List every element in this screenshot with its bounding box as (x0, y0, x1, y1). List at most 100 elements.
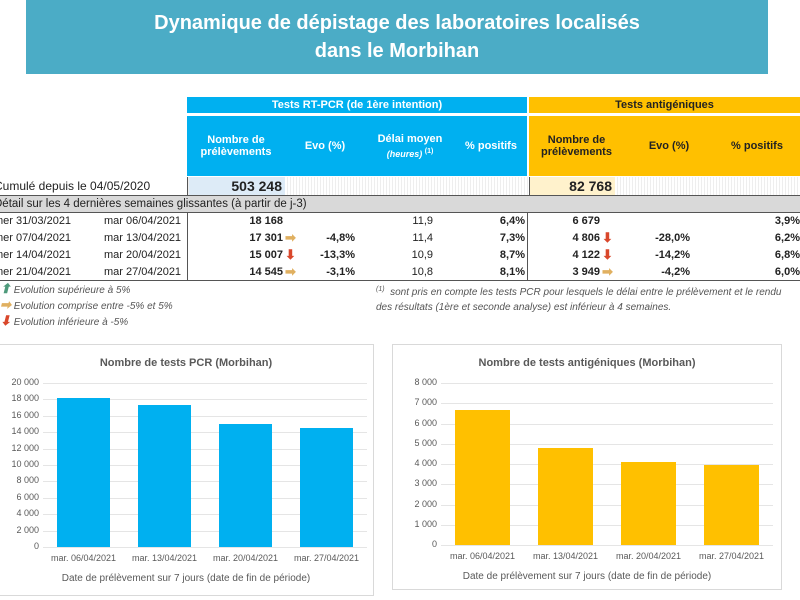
row-pcr-pos: 8,7% (499, 249, 525, 261)
page-title: Dynamique de dépistage des laboratoires … (26, 0, 768, 74)
legend-up: ⬆ Evolution supérieure à 5% (0, 281, 130, 297)
x-tick-label: mar. 06/04/2021 (449, 551, 516, 561)
y-tick-label: 2 000 (16, 524, 39, 535)
row-pcr-evo (285, 213, 355, 230)
gridline (441, 524, 773, 526)
row-ag-count: 6 679 (572, 215, 600, 227)
chart-title: Nombre de tests antigéniques (Morbihan) (478, 357, 696, 369)
x-tick-label: mar. 06/04/2021 (50, 553, 117, 563)
gridline (441, 383, 773, 384)
x-tick-label: mar. 27/04/2021 (293, 553, 360, 563)
delai-note: (1) (424, 148, 434, 155)
legend-flat-text: Evolution comprise entre -5% et 5% (13, 301, 173, 312)
ag-cumul: 82 768 (529, 177, 615, 195)
y-tick-label: 5 000 (414, 437, 437, 448)
y-tick-label: 0 (33, 541, 39, 551)
y-tick-label: 1 000 (414, 518, 437, 529)
row-ag-evo: -28,0% (655, 232, 690, 244)
row-delai: 10,9 (411, 249, 433, 261)
pcr-col-pos: % positifs (455, 116, 527, 176)
y-tick-label: 10 000 (11, 459, 39, 469)
y-tick-label: 4 000 (16, 508, 39, 519)
y-tick-label: 6 000 (414, 417, 437, 428)
x-tick-label: mar. 20/04/2021 (615, 551, 682, 561)
x-axis-label: Date de prélèvement sur 7 jours (date de… (462, 571, 712, 582)
row-end-date: mar 06/04/2021 (104, 215, 182, 227)
gridline (43, 547, 367, 548)
y-tick-label: 2 000 (414, 498, 437, 509)
y-tick-label: 3 000 (414, 478, 437, 489)
y-tick-label: 0 (431, 539, 437, 549)
row-delai: 10,8 (411, 266, 433, 278)
row-ag-evo: -14,2% (655, 249, 690, 261)
row-pcr-count: 17 301 (249, 232, 283, 244)
title-line-1: Dynamique de dépistage des laboratoires … (154, 12, 640, 34)
ag-col-evo: Evo (%) (624, 116, 714, 176)
row-ag-count: 4 806 (572, 232, 600, 244)
bar (218, 423, 273, 547)
arrow-down-icon: ⬇ (285, 247, 296, 262)
row-ag-count: 3 949 (572, 266, 600, 278)
delai-label: Délai moyen (377, 133, 443, 145)
bar (455, 409, 510, 545)
row-ag-evo (624, 213, 690, 230)
row-start-date: mer 14/04/2021 (0, 249, 72, 261)
legend-flat: ➡ Evolution comprise entre -5% et 5% (0, 298, 173, 313)
gridline (43, 399, 367, 401)
row-start-date: mer 07/04/2021 (0, 232, 72, 244)
delai-unit: (heures) (386, 149, 423, 159)
legend-down: ⬇ Evolution inférieure à -5% (0, 314, 128, 329)
y-tick-label: 14 000 (11, 426, 39, 437)
row-pcr-evo: -4,8% (326, 232, 355, 244)
row-start-date: mer 21/04/2021 (0, 266, 72, 278)
title-line-2: dans le Morbihan (314, 40, 480, 62)
row-pcr-evo: -13,3% (320, 249, 355, 261)
gridline (441, 504, 773, 506)
pcr-col-delai: Délai moyen (heures) (1) (365, 116, 455, 176)
gridline (43, 448, 367, 450)
pcr-cumul: 503 248 (189, 177, 285, 195)
row-ag-pos: 3,9% (774, 215, 800, 227)
x-axis-label: Date de prélèvement sur 7 jours (date de… (61, 573, 311, 584)
row-start-date: mer 31/03/2021 (0, 215, 72, 227)
ag-col-pos: % positifs (714, 116, 800, 176)
arrow-right-icon: ➡ (602, 264, 613, 279)
x-tick-label: mar. 27/04/2021 (698, 551, 765, 561)
gridline (43, 481, 367, 483)
arrow-down-icon: ⬇ (602, 230, 613, 245)
y-tick-label: 7 000 (414, 397, 437, 408)
row-pcr-count: 18 168 (249, 215, 283, 227)
row-pcr-evo: -3,1% (326, 266, 355, 278)
footnote-mark: (1) (376, 286, 385, 293)
y-tick-label: 4 000 (414, 458, 437, 468)
row-ag-pos: 6,2% (774, 232, 800, 244)
arrow-up-icon: ⬆ (0, 281, 11, 296)
gridline (43, 432, 367, 434)
row-ag-pos: 6,8% (774, 249, 800, 261)
arrow-down-icon: ⬇ (602, 247, 613, 262)
bar (704, 465, 759, 545)
bar (538, 447, 593, 545)
row-end-date: mar 20/04/2021 (104, 249, 182, 261)
gridline (43, 415, 367, 417)
pcr-group-header: Tests RT-PCR (de 1ère intention) (187, 97, 527, 113)
row-ag-count: 4 122 (572, 249, 600, 261)
y-tick-label: 8 000 (16, 475, 39, 486)
x-tick-label: mar. 13/04/2021 (532, 551, 599, 561)
row-ag-pos: 6,0% (774, 266, 800, 278)
row-ag-evo: -4,2% (661, 266, 690, 278)
y-tick-label: 8 000 (414, 377, 437, 387)
gridline (43, 514, 367, 516)
ag-group-header: Tests antigéniques (529, 97, 800, 113)
row-pcr-count: 14 545 (249, 266, 283, 278)
gridline (43, 465, 367, 466)
footnote: (1) sont pris en compte les tests PCR po… (376, 282, 796, 315)
cumul-label: Cumulé depuis le 04/05/2020 (0, 179, 151, 193)
x-tick-label: mar. 13/04/2021 (131, 553, 198, 563)
y-tick-label: 18 000 (11, 393, 39, 404)
bar (56, 398, 111, 547)
footnote-text: sont pris en compte les tests PCR pour l… (376, 287, 782, 314)
gridline (43, 497, 367, 499)
bar (621, 461, 676, 545)
gridline (441, 464, 773, 465)
